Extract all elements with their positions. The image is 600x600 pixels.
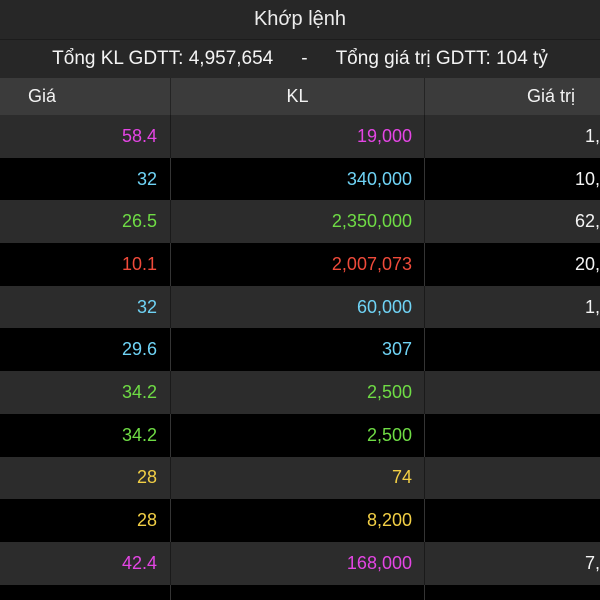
trade-value-cell: 62,: [425, 200, 600, 243]
trade-value-cell: 1,: [425, 115, 600, 158]
trade-value: 10,: [574, 168, 600, 189]
price-value: 58.4: [121, 125, 157, 146]
table-row: 58.4 19,000 1,: [0, 115, 600, 158]
trade-value-cell: [425, 457, 600, 500]
total-volume-value: 4,957,654: [188, 48, 274, 69]
volume-value: 2,500: [366, 381, 412, 402]
price-cell: 42.4: [0, 541, 171, 585]
table-row: 42.4 168,000 7,: [0, 541, 600, 585]
volume-value: 168,000: [346, 552, 412, 573]
total-volume-label: Tổng KL GDTT:: [52, 48, 184, 69]
volume-cell: 8,200: [171, 499, 425, 542]
volume-cell: 2,500: [171, 371, 425, 414]
price-value: 28: [136, 510, 157, 531]
total-value-group: Tổng giá trị GDTT: 104 tỷ: [336, 48, 548, 70]
volume-value: 19,000: [356, 125, 412, 146]
volume-cell: 307: [171, 328, 425, 372]
trade-value-cell: [425, 414, 600, 457]
volume-value: 74: [391, 467, 412, 488]
trade-value-cell: 20,: [425, 243, 600, 286]
price-value: 34.2: [121, 381, 157, 402]
volume-cell: 340,000: [171, 157, 425, 201]
table-row: 32 60,000 1,: [0, 285, 600, 329]
price-cell: 32: [0, 157, 171, 201]
volume-value: 8,200: [366, 510, 412, 531]
table-row: 29.6 307: [0, 328, 600, 372]
volume-value: 60,000: [356, 296, 412, 317]
table-row: 34.2 2,500: [0, 413, 600, 457]
volume-cell: 19,000: [171, 115, 425, 158]
trade-value: 7,: [584, 552, 600, 573]
volume-value: 2,350,000: [331, 211, 412, 232]
volume-value: 2,500: [366, 424, 412, 445]
volume-value: 340,000: [346, 168, 412, 189]
table-row: 28 8,200: [0, 499, 600, 542]
price-value: 34.2: [121, 424, 157, 445]
total-volume-group: Tổng KL GDTT: 4,957,654: [52, 48, 273, 70]
price-cell: 10.1: [0, 243, 171, 286]
column-header-price: Giá: [0, 78, 171, 115]
trade-value-cell: [425, 371, 600, 414]
panel-title: Khớp lệnh: [253, 8, 347, 30]
volume-cell: 2,007,073: [171, 243, 425, 286]
column-header-price-label: Giá: [28, 86, 57, 106]
trade-value-cell: 7,: [425, 542, 600, 585]
price-cell: 58.4: [0, 115, 171, 158]
volume-cell: 60,000: [171, 285, 425, 329]
volume-value: 2,007,073: [331, 253, 412, 274]
price-cell: 26.5: [0, 200, 171, 244]
trade-value: 1,: [584, 125, 600, 146]
price-cell: 28: [0, 499, 171, 542]
table-row: 32 340,000 10,: [0, 157, 600, 201]
price-cell: 34.2: [0, 413, 171, 457]
panel-title-bar: Khớp lệnh: [0, 0, 600, 40]
column-header-value-label: Giá trị: [527, 86, 576, 106]
column-header-volume: KL: [171, 78, 425, 115]
price-value: 32: [136, 168, 157, 189]
trade-value: 20,: [574, 253, 600, 274]
price-value: 26.5: [121, 211, 157, 232]
summary-bar: Tổng KL GDTT: 4,957,654 - Tổng giá trị G…: [0, 40, 600, 78]
volume-cell: 168,000: [171, 541, 425, 585]
trade-value-cell: 1,: [425, 286, 600, 329]
price-cell: 29.6: [0, 328, 171, 372]
column-header-value: Giá trị: [425, 78, 600, 115]
price-cell: 32: [0, 285, 171, 329]
trade-value-cell: 10,: [425, 158, 600, 201]
matched-orders-list[interactable]: 58.4 19,000 1, 32 340,000 10, 26.5 2,350…: [0, 115, 600, 600]
table-row: 26.5 2,350,000 62,: [0, 200, 600, 244]
total-value-value: 104 tỷ: [496, 48, 548, 69]
summary-separator: -: [301, 48, 308, 69]
volume-cell: 74: [171, 456, 425, 500]
column-header-volume-label: KL: [286, 86, 309, 106]
volume-cell: 2,500: [171, 413, 425, 457]
volume-value: 307: [381, 339, 412, 360]
price-value: 42.4: [121, 552, 157, 573]
price-value: 32: [136, 296, 157, 317]
volume-cell: 2,350,000: [171, 200, 425, 244]
table-row: 28 74: [0, 456, 600, 500]
table-row: 34.2 2,500: [0, 371, 600, 414]
price-value: 28: [136, 467, 157, 488]
price-cell: 28: [0, 456, 171, 500]
table-header: Giá KL Giá trị: [0, 78, 600, 115]
price-cell: 34.2: [0, 371, 171, 414]
price-value: 29.6: [121, 339, 157, 360]
table-row: 10.1 2,007,073 20,: [0, 243, 600, 286]
price-value: 10.1: [121, 253, 157, 274]
trade-value-cell: [425, 499, 600, 542]
trade-value: 62,: [574, 211, 600, 232]
trade-value-cell: [425, 328, 600, 371]
trade-value: 1,: [584, 296, 600, 317]
total-value-label: Tổng giá trị GDTT:: [335, 48, 491, 69]
